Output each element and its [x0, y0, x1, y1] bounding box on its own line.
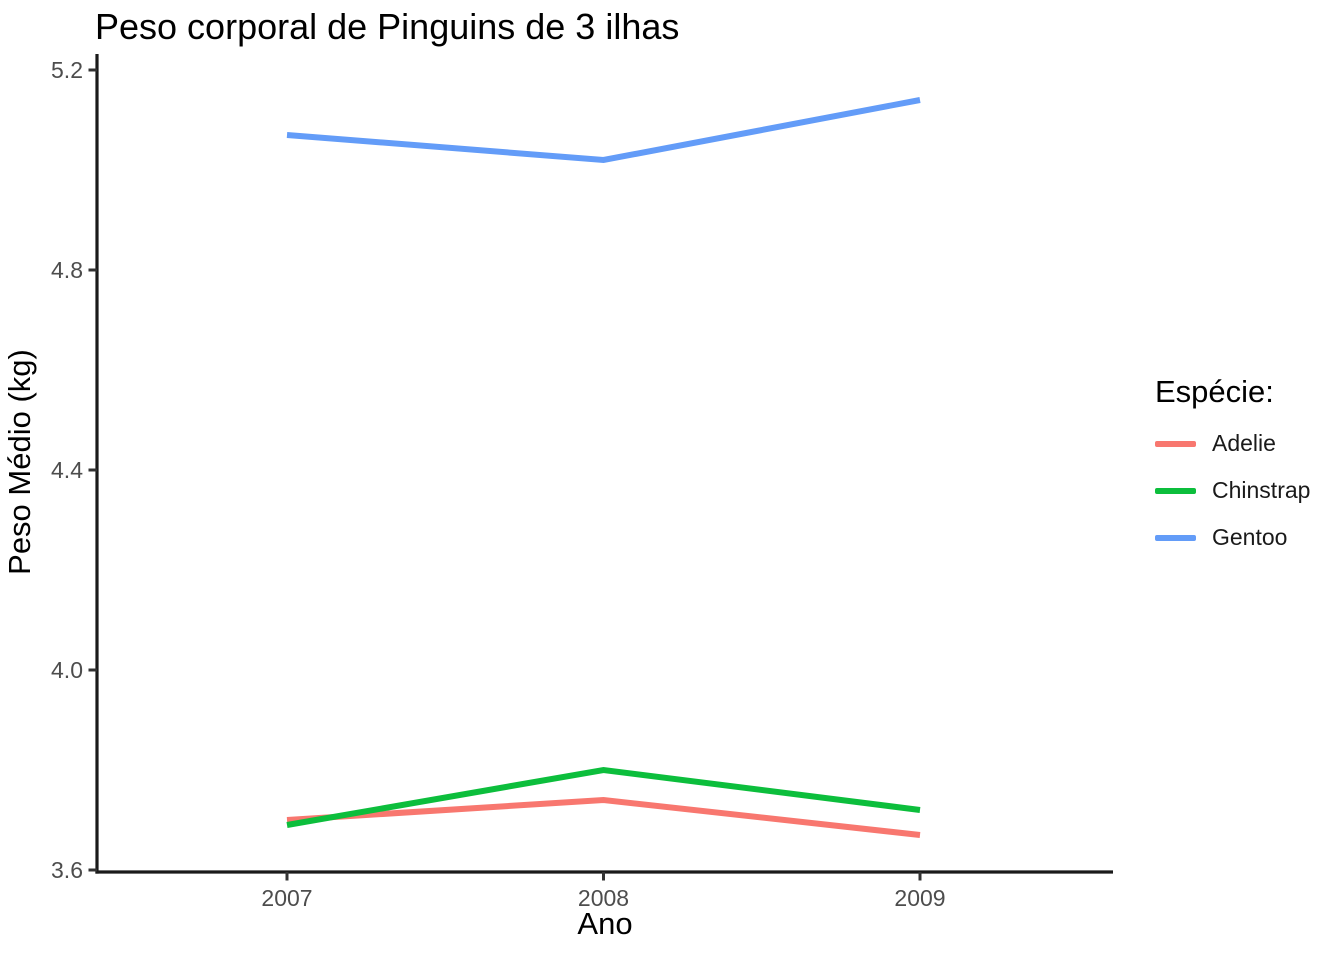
series-line-gentoo — [286, 97, 921, 164]
legend-key-line-chinstrap — [1155, 487, 1196, 494]
legend-label: Chinstrap — [1212, 477, 1311, 503]
legend: Espécie: Adelie Chinstrap Gentoo — [1155, 372, 1341, 561]
legend-label: Gentoo — [1212, 524, 1288, 550]
legend-items: Adelie Chinstrap Gentoo — [1155, 420, 1341, 561]
y-tick-label: 4.4 — [51, 457, 83, 483]
legend-item-gentoo: Gentoo — [1155, 514, 1341, 561]
legend-label: Adelie — [1212, 430, 1276, 456]
series-line-adelie — [286, 796, 921, 838]
x-tick-label: 2007 — [261, 885, 312, 911]
x-tick-label: 2009 — [894, 885, 945, 911]
y-tick-label: 4.0 — [51, 657, 83, 683]
y-tick-label: 5.2 — [51, 57, 83, 83]
legend-item-chinstrap: Chinstrap — [1155, 467, 1341, 514]
y-tick-label: 3.6 — [51, 857, 83, 883]
legend-key-line-gentoo — [1155, 534, 1196, 541]
chart-title: Peso corporal de Pinguins de 3 ilhas — [95, 6, 680, 47]
series-line-chinstrap — [286, 766, 921, 828]
legend-title: Espécie: — [1155, 374, 1274, 409]
legend-key-line-adelie — [1155, 440, 1196, 447]
legend-item-adelie: Adelie — [1155, 420, 1341, 467]
x-tick-label: 2008 — [578, 885, 629, 911]
x-axis-title: Ano — [577, 906, 633, 941]
y-tick-label: 4.8 — [51, 257, 83, 283]
